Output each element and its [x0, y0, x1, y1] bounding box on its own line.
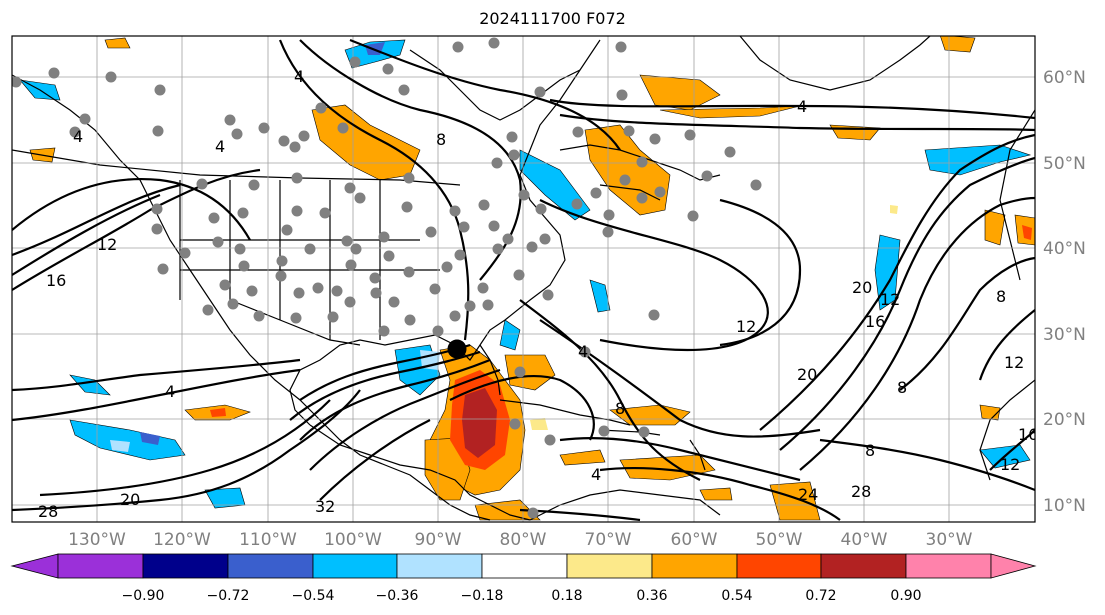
contour-label: 8	[615, 399, 625, 418]
contour-label: 4	[294, 67, 304, 86]
longitude-axis-labels: 130°W 120°W 110°W 100°W 90°W 80°W 70°W 6…	[68, 530, 973, 550]
colorbar-segment	[227, 553, 314, 579]
contour-label: 8	[897, 378, 907, 397]
colorbar-segment	[481, 553, 568, 579]
longitude-label: 60°W	[671, 530, 718, 550]
station-markers	[12, 37, 762, 519]
contour-label: 32	[315, 497, 335, 516]
contour-label: 12	[1000, 455, 1020, 474]
contour-label: 24	[798, 485, 818, 504]
colorbar-segment	[820, 553, 907, 579]
shaded-yellow-areas	[530, 205, 898, 430]
contour-label: 12	[736, 317, 756, 336]
longitude-label: 80°W	[500, 530, 547, 550]
map-frame	[11, 35, 1036, 523]
colorbar-tick-label: 0.90	[890, 588, 921, 604]
colorbar-tick-label: −0.90	[122, 588, 165, 604]
contour-label: 12	[880, 290, 900, 309]
latitude-label: 60°N	[1043, 68, 1086, 88]
colorbar-segment	[312, 553, 398, 579]
longitude-label: 90°W	[415, 530, 462, 550]
colorbar-tick-label: 0.54	[721, 588, 752, 604]
contour-label: 16	[46, 271, 66, 290]
contour-label: 4	[215, 137, 225, 156]
colorbar-tick-label: 0.36	[636, 588, 667, 604]
graticule	[12, 36, 1035, 522]
longitude-label: 110°W	[239, 530, 297, 550]
contour-label: 4	[165, 382, 175, 401]
colorbar-tick-label: −0.18	[461, 588, 504, 604]
longitude-label: 100°W	[324, 530, 382, 550]
contour-label: 4	[578, 342, 588, 361]
contour-label: 4	[591, 465, 601, 484]
longitude-label: 70°W	[585, 530, 632, 550]
colorbar-tick-label: 0.72	[805, 588, 836, 604]
colorbar-ticks: −0.90 −0.72 −0.54 −0.36 −0.18 0.18 0.36 …	[122, 588, 922, 604]
contour-label: 28	[38, 502, 58, 521]
contour-label: 16	[1018, 425, 1038, 444]
colorbar-upper-extension	[990, 553, 1037, 579]
colorbar-tick-label: −0.54	[292, 588, 335, 604]
latitude-label: 30°N	[1043, 325, 1086, 345]
longitude-label: 30°W	[926, 530, 973, 550]
shaded-very-strong-positive	[462, 388, 497, 458]
colorbar-tick-label: −0.36	[376, 588, 419, 604]
contour-label: 20	[852, 278, 872, 297]
colorbar-segment	[396, 553, 483, 579]
map-title: 2024111700 F072	[479, 9, 626, 28]
colorbar-segment	[57, 553, 144, 579]
colorbar-tick-label: −0.72	[207, 588, 250, 604]
contour-label: 20	[120, 490, 140, 509]
contour-label: 8	[996, 287, 1006, 306]
contour-label: 8	[436, 130, 446, 149]
contour-label: 4	[73, 127, 83, 146]
colorbar-tick-label: 0.18	[551, 588, 582, 604]
latitude-label: 40°N	[1043, 239, 1086, 259]
contour-label: 28	[851, 482, 871, 501]
contour-label-group: 4 4 4 4 4 4 4 8 8 8 8 8 12 12 12 12 12 1…	[38, 67, 1038, 521]
longitude-label: 130°W	[68, 530, 126, 550]
contour-label: 12	[1004, 353, 1024, 372]
latitude-label: 10°N	[1043, 496, 1086, 516]
colorbar-segment	[142, 553, 229, 579]
contour-label: 8	[865, 441, 875, 460]
contour-label: 12	[97, 235, 117, 254]
contour-label: 16	[865, 312, 885, 331]
colorbar-segment	[566, 553, 653, 579]
colorbar-segment	[905, 553, 992, 579]
contour-label: 4	[797, 97, 807, 116]
latitude-axis-labels: 60°N 50°N 40°N 30°N 20°N 10°N	[1043, 68, 1086, 516]
colorbar-segment	[736, 553, 822, 579]
colorbar	[10, 553, 1037, 579]
colorbar-segment	[651, 553, 738, 579]
longitude-label: 50°W	[756, 530, 803, 550]
contour-label: 20	[797, 365, 817, 384]
longitude-label: 40°W	[841, 530, 888, 550]
contour-lines	[12, 38, 1035, 522]
latitude-label: 50°N	[1043, 154, 1086, 174]
colorbar-lower-extension	[10, 553, 59, 579]
latitude-label: 20°N	[1043, 410, 1086, 430]
longitude-label: 120°W	[153, 530, 211, 550]
highlight-point-marker	[447, 339, 467, 359]
